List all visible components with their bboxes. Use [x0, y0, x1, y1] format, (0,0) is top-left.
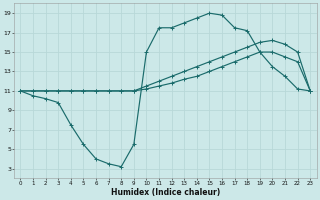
X-axis label: Humidex (Indice chaleur): Humidex (Indice chaleur) [111, 188, 220, 197]
